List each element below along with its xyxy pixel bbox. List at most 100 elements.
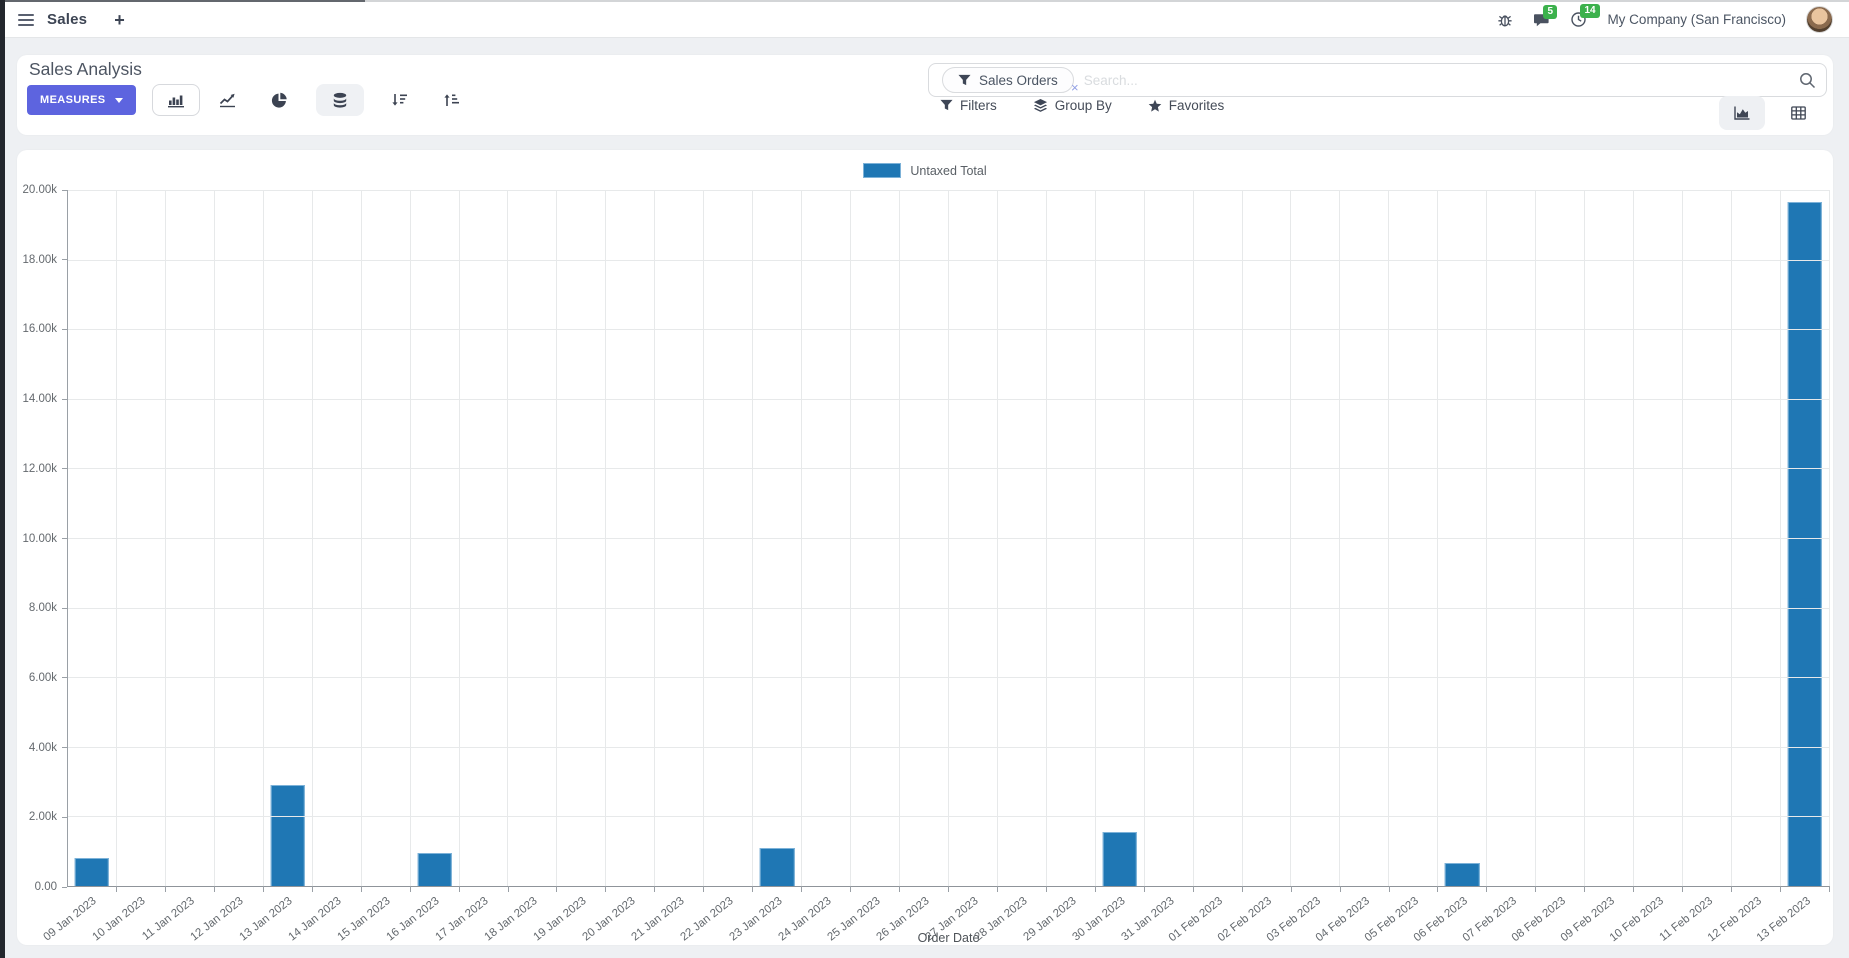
x-tick-mark: [1339, 886, 1341, 892]
plot-area: [67, 190, 1830, 892]
chart-toolbar: MEASURES: [27, 84, 476, 116]
horizontal-gridline: [68, 190, 1830, 191]
bar-13-jan-2023[interactable]: [270, 785, 305, 886]
y-axis-label: 6.00k: [28, 671, 57, 684]
horizontal-gridline: [68, 607, 1830, 609]
bar-23-jan-2023[interactable]: [759, 847, 795, 886]
horizontal-gridline: [68, 746, 1830, 748]
y-axis-label: 0.00: [34, 881, 57, 893]
bar-chart-button[interactable]: [151, 84, 200, 116]
bar-13-feb-2023[interactable]: [1787, 202, 1823, 886]
legend-swatch: [863, 163, 902, 178]
favorites-button[interactable]: Favorites: [1148, 98, 1224, 113]
y-axis-label: 12.00k: [22, 462, 57, 475]
activities-clock-icon[interactable]: 14: [1570, 4, 1600, 28]
search-options-row: Filters Group By Favorites: [940, 98, 1224, 113]
legend-item-untaxed-total[interactable]: Untaxed Total: [17, 163, 1833, 178]
x-tick-mark: [1584, 886, 1586, 892]
company-switcher[interactable]: My Company (San Francisco): [1607, 12, 1786, 27]
x-tick-mark: [409, 886, 411, 892]
facet-remove-icon[interactable]: ×: [1071, 80, 1079, 95]
line-chart-button[interactable]: [204, 84, 252, 116]
y-axis-label: 2.00k: [28, 811, 57, 824]
filters-button[interactable]: Filters: [940, 98, 997, 113]
x-tick-mark: [801, 886, 803, 892]
x-tick-mark: [213, 886, 215, 892]
x-axis-title: Order Date: [917, 931, 980, 945]
y-axis-label: 18.00k: [22, 253, 57, 266]
view-switcher: [1719, 96, 1821, 130]
pie-chart-button[interactable]: [256, 84, 304, 116]
x-tick-mark: [605, 886, 607, 892]
bar-09-jan-2023[interactable]: [74, 858, 110, 886]
activities-count-badge[interactable]: 14: [1580, 4, 1600, 18]
horizontal-gridline: [68, 677, 1830, 679]
search-bar[interactable]: Sales Orders: [928, 63, 1827, 97]
x-tick-mark: [1535, 886, 1537, 892]
pie-chart-icon: [271, 92, 287, 108]
x-tick-mark: [1437, 886, 1439, 892]
y-tick-mark: [62, 747, 67, 749]
x-tick-mark: [948, 886, 949, 892]
x-tick-mark: [311, 886, 313, 892]
y-axis-label: 14.00k: [22, 393, 57, 406]
x-tick-mark: [115, 886, 117, 892]
x-tick-mark: [1094, 886, 1096, 892]
screen-top-edge: [0, 0, 1849, 2]
search-input[interactable]: [1083, 72, 1799, 88]
x-tick-mark: [1045, 886, 1047, 892]
bar-06-feb-2023[interactable]: [1444, 863, 1480, 886]
y-axis-label: 8.00k: [28, 602, 57, 615]
search-facet-sales-orders[interactable]: Sales Orders: [942, 67, 1074, 93]
sort-descending-button[interactable]: [376, 84, 424, 116]
group-by-label: Group By: [1054, 98, 1112, 113]
x-tick-mark: [1290, 886, 1292, 892]
x-tick-mark: [556, 886, 558, 892]
y-axis-label: 20.00k: [22, 184, 57, 196]
x-tick-mark: [360, 886, 362, 892]
bug-icon[interactable]: [1497, 12, 1513, 28]
messages-count-badge[interactable]: 5: [1543, 4, 1557, 19]
x-tick-mark: [1143, 886, 1145, 892]
graph-view-button[interactable]: [1719, 96, 1765, 130]
screen-left-strip: [0, 0, 5, 958]
user-avatar[interactable]: [1806, 6, 1833, 33]
plus-icon[interactable]: +: [114, 9, 125, 30]
x-tick-mark: [899, 886, 901, 892]
x-tick-mark: [458, 886, 460, 892]
horizontal-gridline: [68, 398, 1830, 400]
x-tick-mark: [262, 886, 264, 892]
x-tick-mark: [996, 886, 998, 892]
horizontal-gridline: [68, 538, 1830, 539]
app-name[interactable]: Sales: [47, 11, 88, 28]
pivot-view-button[interactable]: [1775, 96, 1821, 130]
y-tick-mark: [62, 468, 67, 470]
facet-label: Sales Orders: [979, 72, 1058, 88]
x-tick-mark: [1192, 886, 1194, 892]
y-tick-mark: [62, 607, 67, 609]
apps-menu-icon[interactable]: [18, 13, 34, 26]
measures-button[interactable]: MEASURES: [27, 85, 136, 115]
x-tick-mark: [1731, 886, 1733, 892]
y-tick-mark: [62, 538, 67, 539]
x-tick-mark: [1388, 886, 1390, 892]
x-tick-mark: [703, 886, 705, 892]
group-by-button[interactable]: Group By: [1033, 98, 1112, 113]
y-tick-mark: [62, 886, 67, 888]
bar-30-jan-2023[interactable]: [1102, 832, 1137, 886]
chevron-down-icon: [114, 97, 123, 103]
messages-icon[interactable]: 5: [1533, 4, 1557, 28]
filters-label: Filters: [960, 98, 997, 113]
search-icon[interactable]: [1799, 72, 1816, 89]
x-tick-mark: [1241, 886, 1243, 892]
bar-chart-icon: [167, 95, 184, 108]
top-navbar: Sales + 5 14 My Company (San Francisco): [0, 2, 1849, 38]
x-tick-mark: [164, 886, 166, 892]
bar-16-jan-2023[interactable]: [417, 852, 452, 886]
y-axis-label: 10.00k: [22, 532, 57, 545]
stacked-database-icon: [333, 92, 346, 108]
stacked-toggle-button[interactable]: [315, 84, 364, 116]
sort-ascending-button[interactable]: [428, 84, 476, 116]
x-tick-mark: [850, 886, 852, 892]
x-tick-mark: [507, 886, 509, 892]
